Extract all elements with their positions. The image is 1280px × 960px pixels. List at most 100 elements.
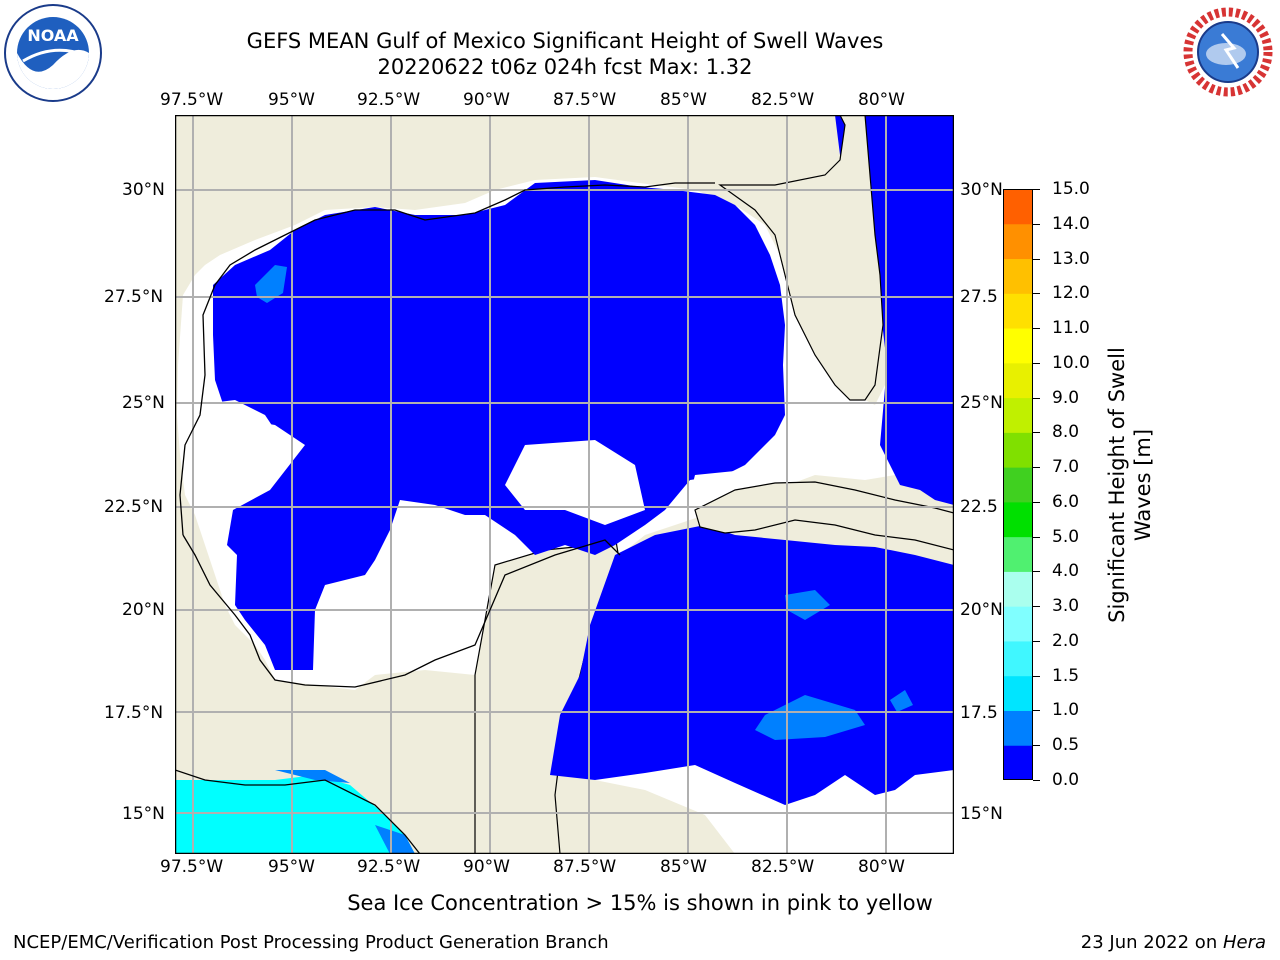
- colorbar-tick-label: 0.0: [1052, 770, 1080, 790]
- florida-land: [718, 115, 884, 401]
- colorbar-tick-mark: [1033, 606, 1040, 608]
- lat-right-22-5: 22.5: [960, 497, 998, 517]
- lon-top-95: 95°W: [268, 90, 315, 110]
- colorbar-segment: [1003, 536, 1033, 572]
- colorbar-segment: [1003, 571, 1033, 607]
- colorbar-tick-mark: [1033, 571, 1040, 573]
- lat-left-15: 15°N: [122, 804, 165, 824]
- colorbar-segment: [1003, 501, 1033, 538]
- lat-right-15: 15°N: [960, 804, 1003, 824]
- lon-top-97-5: 97.5°W: [160, 90, 224, 110]
- colorbar-segment: [1003, 432, 1033, 468]
- lon-top-80: 80°W: [858, 90, 905, 110]
- colorbar-tick-label: 11.0: [1052, 318, 1090, 339]
- lon-top-87-5: 87.5°W: [553, 90, 617, 110]
- colorbar-tick-label: 10.0: [1052, 352, 1090, 373]
- colorbar-tick-label: 0.5: [1052, 735, 1080, 756]
- colorbar-segment: [1003, 467, 1033, 503]
- swell-patch-pacific-edge: [375, 825, 415, 854]
- gulf-hole-center: [505, 440, 645, 525]
- colorbar: [1003, 189, 1033, 780]
- colorbar-segment: [1003, 397, 1033, 433]
- swell-patch-0-5-carib2: [755, 695, 865, 740]
- colorbar-tick-mark: [1033, 501, 1040, 503]
- colorbar-tick-label: 8.0: [1052, 422, 1080, 443]
- map-panel: [175, 115, 954, 854]
- lat-right-25: 25°N: [960, 393, 1003, 413]
- noaa-logo-text: NOAA: [27, 26, 79, 45]
- lon-bottom-80: 80°W: [858, 857, 905, 877]
- colorbar-segment: [1003, 328, 1033, 364]
- swell-patch-0-5-west: [255, 265, 287, 303]
- colorbar-segment: [1003, 710, 1033, 746]
- colorbar-segment: [1003, 258, 1033, 294]
- footer-date: 23 Jun 2022 on: [1080, 932, 1223, 953]
- colorbar-tick-mark: [1033, 780, 1040, 781]
- colorbar-tick-mark: [1033, 432, 1040, 434]
- lon-top-85: 85°W: [660, 90, 707, 110]
- lon-bottom-87-5: 87.5°W: [553, 857, 617, 877]
- footer-left: NCEP/EMC/Verification Post Processing Pr…: [13, 932, 609, 953]
- graticule: [175, 115, 954, 854]
- colorbar-tick-mark: [1033, 362, 1040, 364]
- colorbar-tick-mark: [1033, 467, 1040, 469]
- colorbar-tick-mark: [1033, 710, 1040, 712]
- colorbar-tick-label: 9.0: [1052, 387, 1080, 408]
- lat-left-27-5: 27.5°N: [104, 287, 164, 307]
- colorbar-segment: [1003, 362, 1033, 399]
- lat-left-17-5: 17.5°N: [104, 703, 164, 723]
- chart-title: GEFS MEAN Gulf of Mexico Significant Hei…: [246, 29, 884, 53]
- lon-bottom-85: 85°W: [660, 857, 707, 877]
- lon-top-92-5: 92.5°W: [357, 90, 421, 110]
- lat-left-25: 25°N: [122, 393, 165, 413]
- nws-logo-icon: [1180, 4, 1276, 100]
- colorbar-tick-mark: [1033, 640, 1040, 642]
- colorbar-tick-mark: [1033, 675, 1040, 677]
- colorbar-tick-label: 2.0: [1052, 630, 1080, 651]
- lat-left-22-5: 22.5°N: [104, 497, 164, 517]
- colorbar-segment: [1003, 606, 1033, 642]
- lon-bottom-97-5: 97.5°W: [160, 857, 224, 877]
- map-frame: [175, 115, 954, 854]
- colorbar-tick-label: 3.0: [1052, 596, 1080, 617]
- colorbar-segment: [1003, 675, 1033, 711]
- colorbar-tick-label: 12.0: [1052, 283, 1090, 304]
- colorbar-segment: [1003, 640, 1033, 677]
- swell-region-gulf: [213, 180, 785, 670]
- swell-region-caribbean: [550, 525, 954, 805]
- lat-left-20: 20°N: [122, 600, 165, 620]
- colorbar-title-line1: Significant Height of Swell: [1105, 347, 1129, 623]
- colorbar-tick-label: 1.5: [1052, 665, 1080, 686]
- swell-patch-0-5-carib3: [890, 690, 913, 712]
- colorbar-tick-mark: [1033, 397, 1040, 399]
- colorbar-segment: [1003, 189, 1033, 225]
- colorbar-tick-mark: [1033, 328, 1040, 330]
- lon-top-90: 90°W: [463, 90, 510, 110]
- colorbar-tick-mark: [1033, 189, 1040, 190]
- swell-patch-0-5-carib1: [785, 590, 830, 620]
- colorbar-tick-mark: [1033, 536, 1040, 538]
- sea-ice-note: Sea Ice Concentration > 15% is shown in …: [347, 891, 933, 915]
- colorbar-segment: [1003, 293, 1033, 329]
- coastlines: [175, 182, 715, 854]
- colorbar-title-line2: Waves [m]: [1131, 428, 1155, 542]
- colorbar-tick-mark: [1033, 258, 1040, 260]
- gulf-hole-west: [185, 400, 285, 495]
- chart-subtitle: 20220622 t06z 024h fcst Max: 1.32: [377, 55, 753, 79]
- lat-right-20: 20°N: [960, 600, 1003, 620]
- footer-host: Hera: [1222, 932, 1266, 953]
- lat-right-30: 30°N: [960, 180, 1003, 200]
- colorbar-tick-label: 4.0: [1052, 561, 1080, 582]
- lon-bottom-90: 90°W: [463, 857, 510, 877]
- colorbar-tick-label: 6.0: [1052, 491, 1080, 512]
- lat-right-17-5: 17.5: [960, 703, 998, 723]
- colorbar-tick-label: 15.0: [1052, 179, 1090, 199]
- colorbar-frame: [1003, 189, 1033, 780]
- colorbar-tick-label: 1.0: [1052, 700, 1080, 721]
- colorbar-tick-label: 14.0: [1052, 213, 1090, 234]
- lat-right-27-5: 27.5: [960, 287, 998, 307]
- colorbar-tick-mark: [1033, 745, 1040, 747]
- colorbar-tick-label: 7.0: [1052, 457, 1080, 478]
- colorbar-tick-mark: [1033, 293, 1040, 295]
- cuba-land: [694, 481, 954, 551]
